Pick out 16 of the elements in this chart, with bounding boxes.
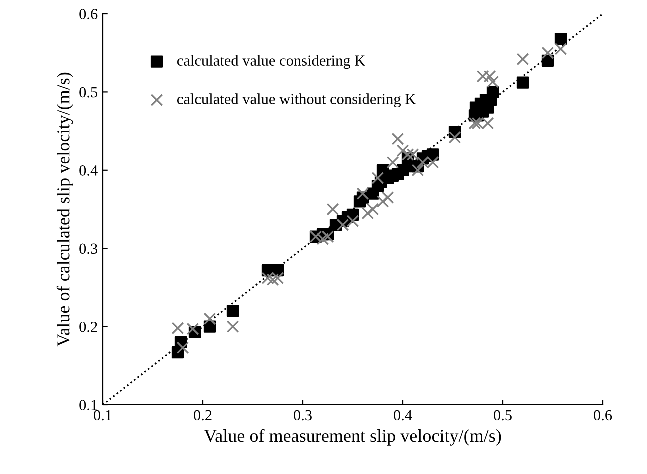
x-tick-label: 0.1 — [94, 410, 112, 421]
y-tick-label: 0.6 — [80, 9, 98, 20]
y-tick-label: 0.4 — [80, 166, 98, 176]
x-axis-title: Value of measurement slip velocity/(m/s) — [204, 429, 502, 446]
y-tick-label: 0.3 — [80, 244, 98, 254]
x-tick-label: 0.2 — [194, 410, 212, 421]
x-tick-label: 0.3 — [294, 410, 312, 421]
x-tick-label: 0.5 — [494, 410, 512, 421]
x-tick-label: 0.4 — [394, 410, 412, 421]
y-tick-label: 0.5 — [80, 87, 98, 98]
y-axis-title: Value of calculated slip velocity/(m/s) — [56, 72, 74, 347]
legend-label: calculated value without considering K — [177, 94, 416, 108]
legend-label: calculated value considering K — [177, 55, 366, 70]
x-tick-label: 0.6 — [594, 410, 612, 421]
y-tick-label: 0.1 — [80, 400, 98, 411]
y-tick-label: 0.2 — [80, 322, 98, 332]
